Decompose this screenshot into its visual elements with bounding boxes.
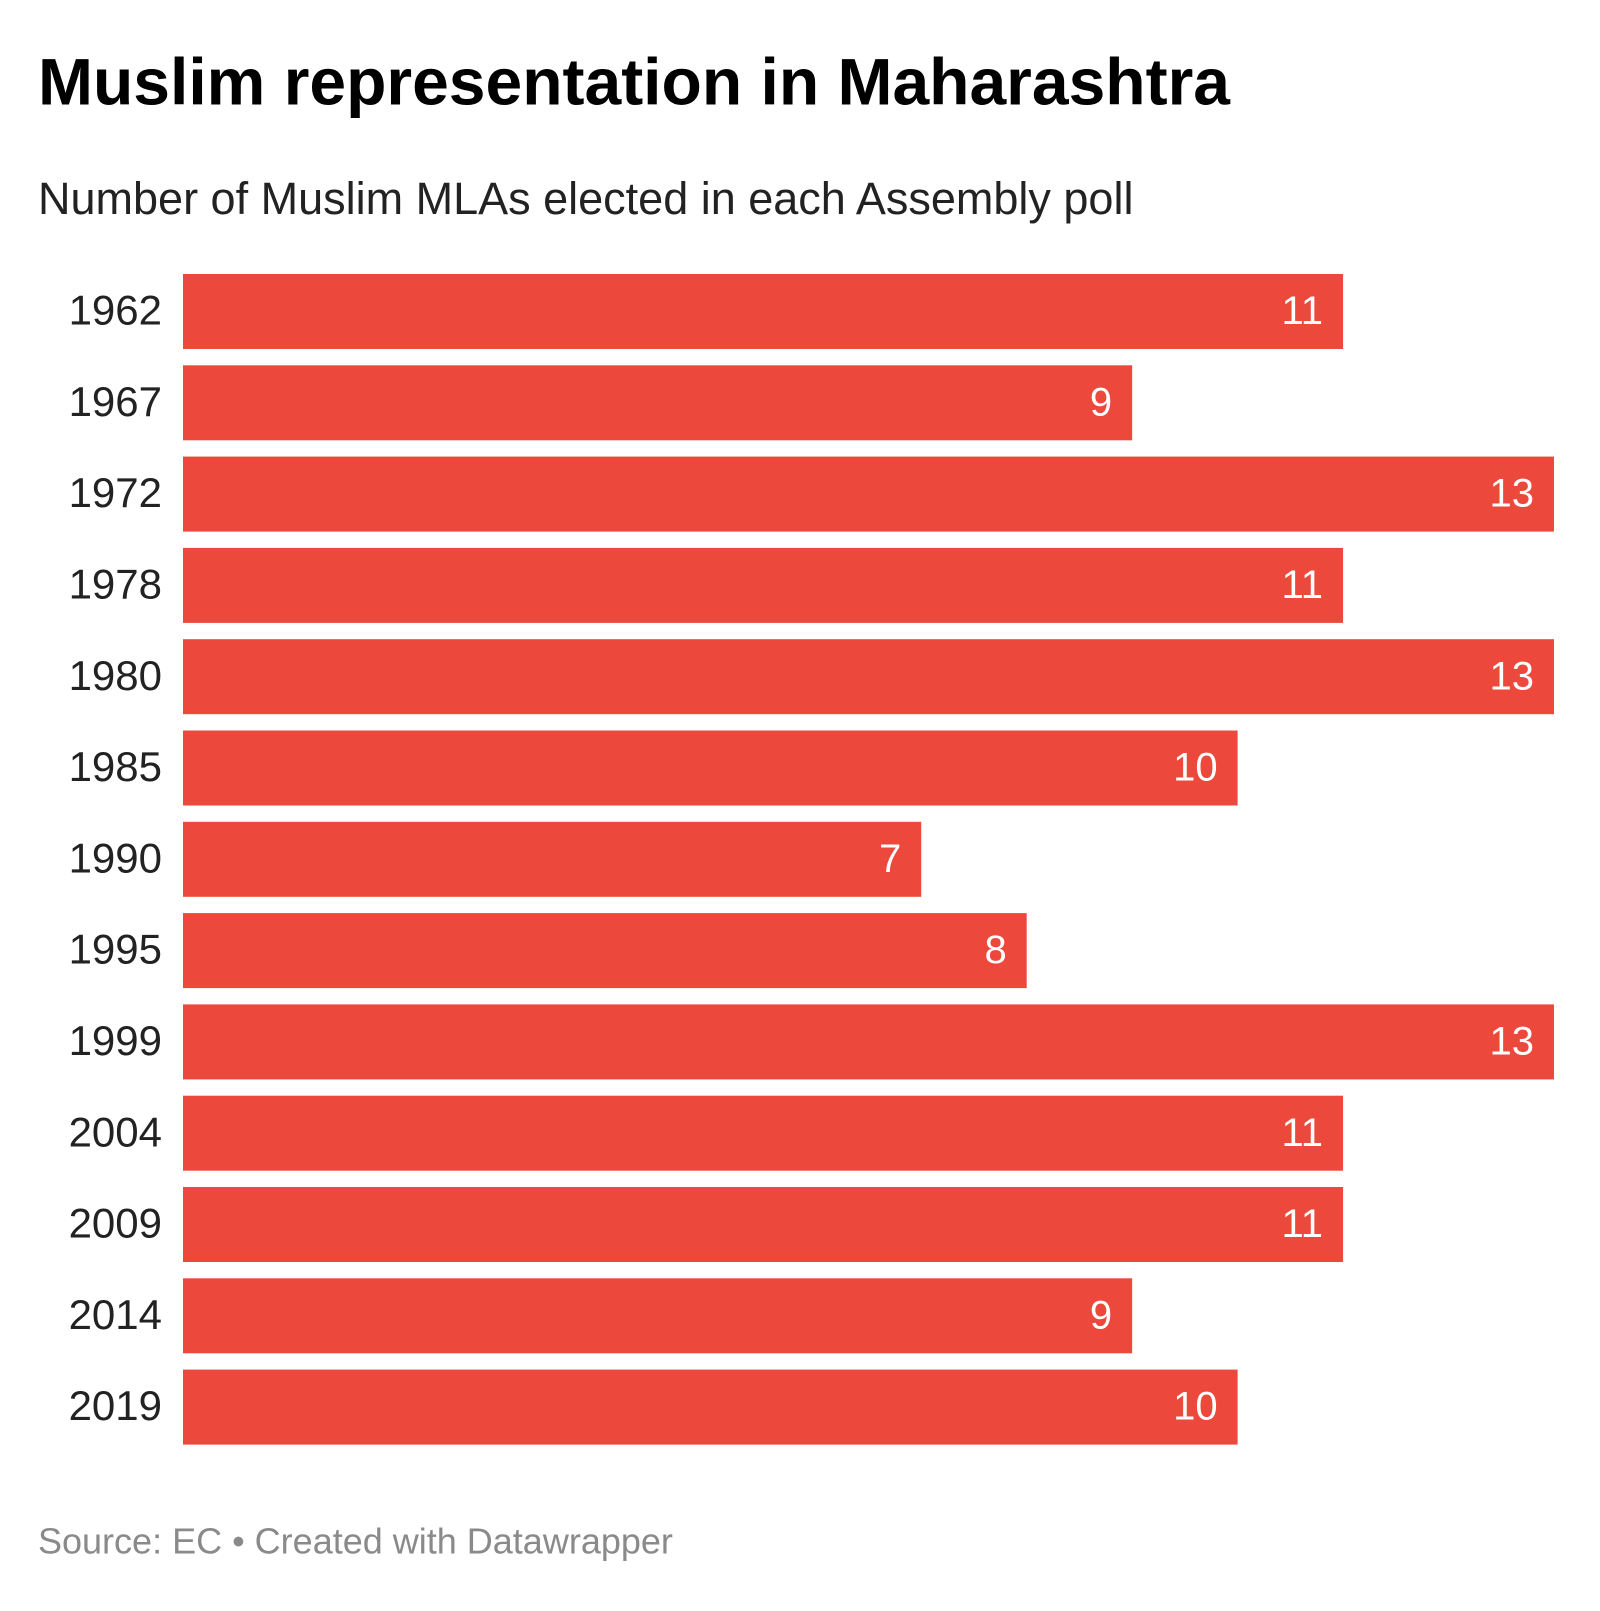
bar bbox=[183, 547, 1344, 623]
bar bbox=[183, 1278, 1133, 1354]
y-tick-label: 1967 bbox=[69, 378, 162, 425]
y-tick-label: 2019 bbox=[69, 1382, 162, 1429]
bar bbox=[183, 821, 922, 897]
y-tick-label: 1990 bbox=[69, 834, 162, 881]
bar bbox=[183, 365, 1133, 441]
bar bbox=[183, 456, 1554, 532]
bar bbox=[183, 730, 1238, 806]
y-tick-label: 1972 bbox=[69, 469, 162, 516]
bar bbox=[183, 639, 1554, 715]
bar bbox=[183, 1004, 1554, 1080]
value-label: 10 bbox=[1173, 1385, 1218, 1429]
value-label: 7 bbox=[879, 837, 901, 881]
chart-title: Muslim representation in Maharashtra bbox=[38, 44, 1231, 118]
value-label: 13 bbox=[1490, 654, 1535, 698]
value-label: 13 bbox=[1490, 472, 1535, 516]
source-note: Source: EC • Created with Datawrapper bbox=[38, 1521, 673, 1562]
y-tick-label: 2014 bbox=[69, 1291, 162, 1338]
value-label: 8 bbox=[984, 928, 1006, 972]
value-label: 9 bbox=[1090, 380, 1112, 424]
y-tick-label: 1999 bbox=[69, 1017, 162, 1064]
y-tick-label: 1980 bbox=[69, 652, 162, 699]
chart-subtitle: Number of Muslim MLAs elected in each As… bbox=[38, 173, 1133, 224]
y-tick-label: 2004 bbox=[69, 1108, 162, 1155]
value-label: 11 bbox=[1282, 1111, 1324, 1155]
value-label: 11 bbox=[1282, 1202, 1324, 1246]
bar bbox=[183, 913, 1027, 989]
bar bbox=[183, 1095, 1344, 1171]
value-label: 10 bbox=[1173, 746, 1218, 790]
y-tick-label: 1962 bbox=[69, 287, 162, 334]
bar bbox=[183, 1187, 1344, 1262]
value-label: 11 bbox=[1282, 563, 1324, 607]
bar bbox=[183, 274, 1344, 349]
value-label: 13 bbox=[1490, 1019, 1535, 1063]
y-tick-label: 2009 bbox=[69, 1200, 162, 1247]
bar bbox=[183, 1369, 1238, 1445]
y-tick-label: 1978 bbox=[69, 560, 162, 607]
value-label: 11 bbox=[1282, 289, 1324, 333]
y-tick-label: 1995 bbox=[69, 926, 162, 973]
y-tick-label: 1985 bbox=[69, 743, 162, 790]
value-label: 9 bbox=[1090, 1293, 1112, 1337]
